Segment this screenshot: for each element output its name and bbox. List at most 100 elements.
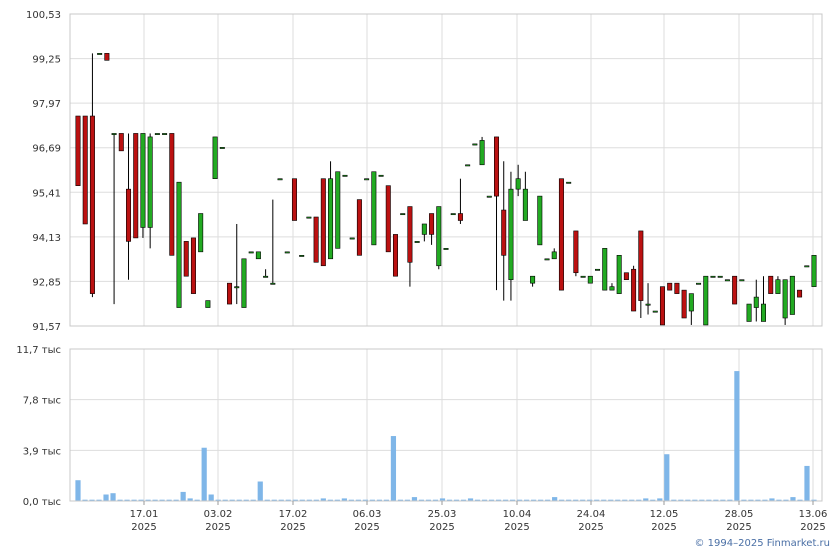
candle-body xyxy=(104,53,110,61)
candle-body xyxy=(407,206,413,263)
candle-body xyxy=(631,268,637,312)
volume-bar xyxy=(201,447,207,501)
candle-body xyxy=(227,282,233,305)
price-y-tick-label: 99,25 xyxy=(32,55,61,66)
candle-body xyxy=(111,133,117,135)
volume-bar xyxy=(131,499,137,501)
volume-bar xyxy=(166,499,172,501)
candle-body xyxy=(566,181,572,184)
candle xyxy=(219,147,225,149)
candle-body xyxy=(212,136,218,180)
volume-bars xyxy=(75,371,817,501)
candle xyxy=(760,276,766,322)
volume-bar xyxy=(622,499,628,501)
candle xyxy=(154,133,160,135)
volume-bar xyxy=(152,499,158,501)
candle-body xyxy=(414,241,420,243)
candle-body xyxy=(760,303,766,322)
candle-body xyxy=(335,171,341,249)
x-tick-year: 2025 xyxy=(504,522,529,533)
volume-bar xyxy=(629,499,635,501)
candle xyxy=(104,53,110,61)
volume-bar xyxy=(145,499,151,501)
volume-bar xyxy=(706,499,712,501)
volume-bar xyxy=(566,499,572,501)
volume-bar xyxy=(776,499,782,501)
volume-bar xyxy=(390,436,397,501)
candle-body xyxy=(248,251,254,254)
candle xyxy=(111,133,117,305)
candle-body xyxy=(378,174,384,177)
x-tick-year: 2025 xyxy=(651,522,676,533)
candle xyxy=(371,171,377,246)
volume-bar xyxy=(432,499,439,501)
candle xyxy=(580,275,586,278)
volume-bar xyxy=(524,499,530,501)
volume-bar xyxy=(636,499,642,501)
volume-bar xyxy=(173,499,179,501)
candle-body xyxy=(306,216,312,219)
candlesticks xyxy=(75,53,817,326)
candle xyxy=(753,279,759,322)
candle xyxy=(270,199,276,285)
candle-body xyxy=(198,213,204,253)
candle xyxy=(479,136,485,166)
candle xyxy=(140,133,146,238)
candle-body xyxy=(659,286,665,326)
volume-bar xyxy=(671,499,677,501)
volume-bar xyxy=(236,499,242,501)
candle-body xyxy=(551,251,557,260)
candle xyxy=(97,53,103,55)
candle-body xyxy=(97,53,103,55)
candle xyxy=(277,178,283,181)
x-tick-date: 28.05 xyxy=(725,509,754,520)
candle xyxy=(291,178,297,221)
volume-bar xyxy=(229,499,235,501)
price-grid xyxy=(70,13,822,327)
candle xyxy=(407,206,413,287)
volume-bar xyxy=(495,499,502,501)
candle xyxy=(169,133,175,256)
x-axis-ticks: 17.01 2025 03.02 2025 17.02 2025 06.03 2025 25.0… xyxy=(130,501,827,533)
volume-bar xyxy=(594,499,600,501)
volume-bar xyxy=(804,465,810,501)
volume-bar xyxy=(250,499,256,501)
candle-body xyxy=(724,279,730,282)
volume-bar xyxy=(650,499,656,501)
candle-body xyxy=(255,251,261,260)
volume-bar xyxy=(474,499,481,501)
volume-bar xyxy=(243,499,249,501)
candle-body xyxy=(789,275,795,315)
candle-body xyxy=(602,248,608,291)
candle-body xyxy=(313,216,319,263)
volume-bar xyxy=(608,499,614,501)
candle xyxy=(681,289,687,319)
volume-bar xyxy=(713,499,719,501)
x-tick-year: 2025 xyxy=(578,522,603,533)
volume-bar xyxy=(720,499,726,501)
candle-body xyxy=(436,206,442,267)
candle-body xyxy=(219,147,225,149)
volume-bar xyxy=(552,497,558,501)
volume-bar xyxy=(208,494,214,501)
copyright-text: © 1994–2025 Finmarket.ru xyxy=(694,538,830,549)
candle xyxy=(674,282,680,294)
volume-bar xyxy=(271,499,277,501)
volume-bar xyxy=(797,499,803,501)
candle xyxy=(609,283,615,291)
candle xyxy=(573,230,579,277)
volume-bar xyxy=(678,499,684,501)
candle xyxy=(537,195,543,246)
x-tick-year: 2025 xyxy=(429,522,454,533)
candle xyxy=(544,258,550,261)
candle xyxy=(645,283,651,315)
candle-body xyxy=(811,255,817,287)
volume-bar xyxy=(481,499,488,501)
volume-bar xyxy=(222,499,228,501)
candle-body xyxy=(133,133,139,239)
price-y-tick-label: 100,53 xyxy=(26,10,61,21)
volume-bar xyxy=(587,499,593,501)
candle-body xyxy=(443,248,449,250)
candle xyxy=(443,248,449,250)
candle-body xyxy=(573,230,579,274)
